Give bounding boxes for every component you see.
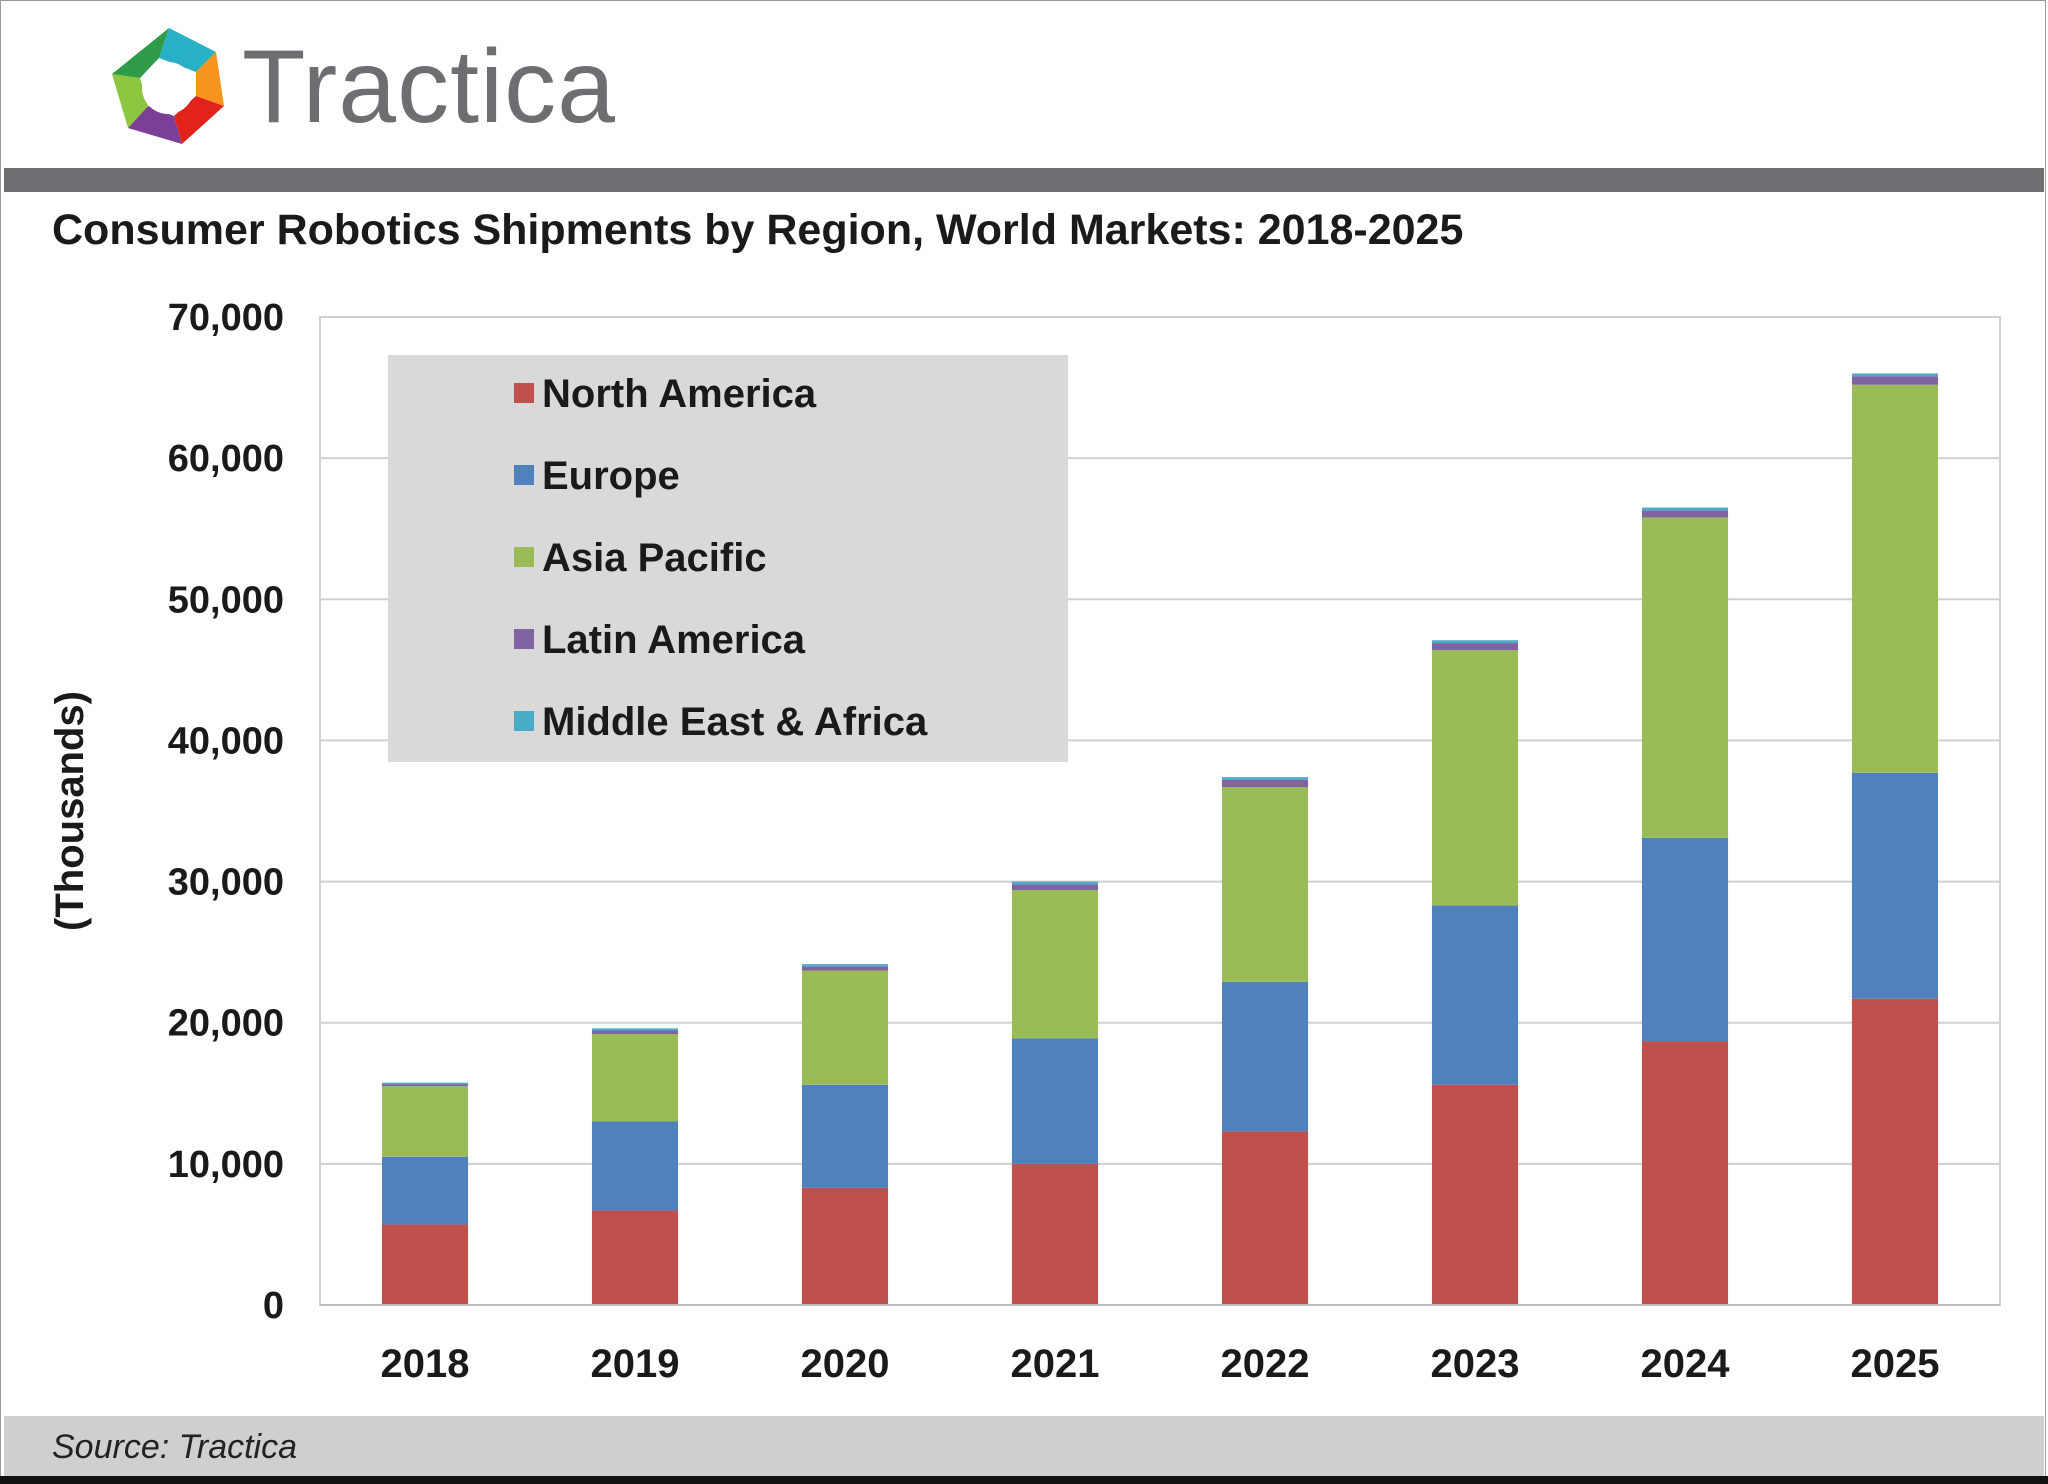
y-tick-label: 0 — [263, 1285, 284, 1327]
y-tick-label: 10,000 — [168, 1144, 284, 1186]
legend-label: Middle East & Africa — [542, 700, 928, 744]
bar-segment-middle-east-africa-2025 — [1851, 373, 1939, 377]
legend-label: North America — [542, 372, 817, 416]
header-divider — [4, 168, 2044, 192]
bar-segment-north-america-2023 — [1431, 1084, 1519, 1305]
y-tick-label: 20,000 — [168, 1003, 284, 1045]
bar-segment-latin-america-2023 — [1431, 643, 1519, 651]
legend-label: Asia Pacific — [542, 536, 767, 580]
x-tick-label: 2024 — [1641, 1342, 1731, 1386]
bar-segment-north-america-2024 — [1641, 1041, 1729, 1305]
bar-segment-europe-2023 — [1431, 905, 1519, 1085]
bar-segment-latin-america-2024 — [1641, 510, 1729, 518]
bar-segment-north-america-2020 — [801, 1187, 889, 1305]
bottom-edge — [0, 1476, 2048, 1484]
bar-segment-north-america-2018 — [381, 1224, 469, 1305]
bar-segment-europe-2019 — [591, 1121, 679, 1211]
bar-segment-asia-pacific-2023 — [1431, 650, 1519, 906]
bar-segment-middle-east-africa-2019 — [591, 1028, 679, 1031]
bar-segment-north-america-2025 — [1851, 998, 1939, 1305]
footer-bar — [4, 1416, 2044, 1478]
legend-swatch — [514, 465, 534, 485]
chart-title: Consumer Robotics Shipments by Region, W… — [52, 206, 1464, 254]
x-tick-label: 2023 — [1431, 1342, 1520, 1386]
bar-segment-asia-pacific-2018 — [381, 1086, 469, 1157]
x-tick-label: 2019 — [591, 1342, 680, 1386]
y-tick-label: 30,000 — [168, 862, 284, 904]
bar-segment-latin-america-2018 — [381, 1084, 469, 1087]
x-tick-label: 2018 — [381, 1342, 470, 1386]
x-tick-label: 2021 — [1011, 1342, 1100, 1386]
x-tick-label: 2022 — [1221, 1342, 1310, 1386]
aperture-logo-icon — [112, 28, 224, 144]
bar-segment-latin-america-2020 — [801, 966, 889, 971]
source-note: Source: Tractica — [52, 1428, 298, 1466]
bar-segment-middle-east-africa-2024 — [1641, 507, 1729, 511]
bar-segment-north-america-2021 — [1011, 1163, 1099, 1305]
bar-segment-europe-2022 — [1221, 981, 1309, 1132]
y-tick-label: 70,000 — [168, 297, 284, 339]
bar-segment-north-america-2019 — [591, 1210, 679, 1305]
bar-segment-europe-2024 — [1641, 837, 1729, 1042]
bar-segment-middle-east-africa-2022 — [1221, 777, 1309, 780]
brand-name: Tractica — [242, 29, 616, 145]
bar-segment-asia-pacific-2025 — [1851, 384, 1939, 773]
brand-logo: Tractica — [104, 22, 804, 162]
bar-segment-asia-pacific-2022 — [1221, 787, 1309, 982]
legend-label: Europe — [542, 454, 680, 498]
bar-segment-latin-america-2019 — [591, 1030, 679, 1035]
y-tick-label: 50,000 — [168, 579, 284, 621]
bar-segment-europe-2025 — [1851, 772, 1939, 999]
bar-segment-asia-pacific-2024 — [1641, 517, 1729, 838]
legend-label: Latin America — [542, 618, 806, 662]
legend-swatch — [514, 629, 534, 649]
bar-segment-asia-pacific-2019 — [591, 1034, 679, 1122]
bar-segment-middle-east-africa-2018 — [381, 1082, 469, 1085]
bar-segment-latin-america-2025 — [1851, 376, 1939, 385]
bar-segment-middle-east-africa-2020 — [801, 964, 889, 967]
y-tick-label: 40,000 — [168, 720, 284, 762]
bar-segment-north-america-2022 — [1221, 1131, 1309, 1305]
bar-segment-europe-2021 — [1011, 1038, 1099, 1164]
legend-box — [388, 355, 1068, 762]
bar-segment-asia-pacific-2021 — [1011, 890, 1099, 1039]
bar-segment-asia-pacific-2020 — [801, 970, 889, 1085]
bar-segment-middle-east-africa-2021 — [1011, 881, 1099, 885]
bar-segment-middle-east-africa-2023 — [1431, 640, 1519, 644]
legend-swatch — [514, 711, 534, 731]
bar-segment-latin-america-2022 — [1221, 779, 1309, 788]
legend-swatch — [514, 547, 534, 567]
bar-segment-europe-2020 — [801, 1084, 889, 1188]
bar-segment-latin-america-2021 — [1011, 884, 1099, 891]
bar-segment-europe-2018 — [381, 1156, 469, 1225]
y-axis-label: (Thousands) — [48, 691, 92, 931]
x-tick-label: 2025 — [1851, 1342, 1940, 1386]
legend-swatch — [514, 383, 534, 403]
x-tick-label: 2020 — [801, 1342, 890, 1386]
y-tick-label: 60,000 — [168, 438, 284, 480]
